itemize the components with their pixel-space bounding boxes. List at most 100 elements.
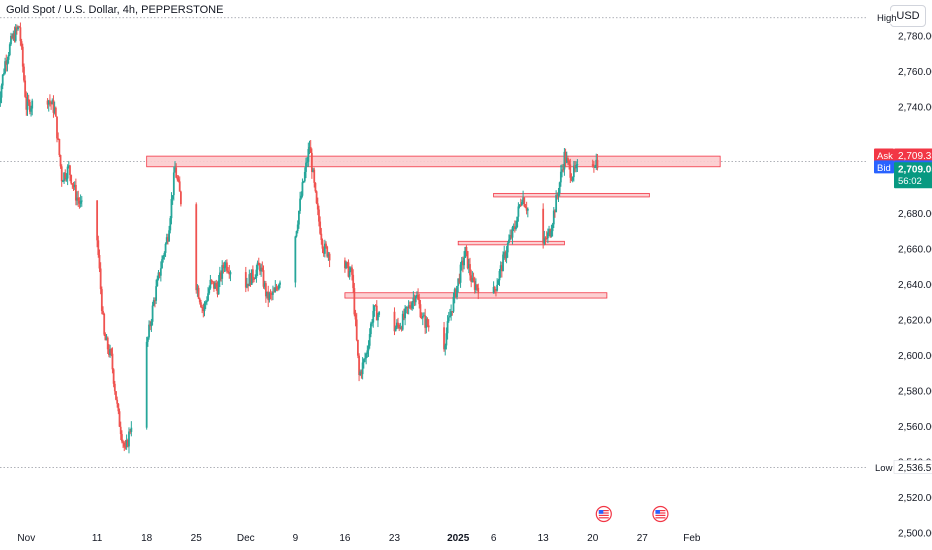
candle-body: [542, 208, 545, 244]
candle-body: [162, 256, 165, 260]
candle-body: [453, 289, 456, 297]
candle-body: [100, 289, 103, 311]
candle-body: [210, 279, 213, 282]
candle-body: [56, 116, 58, 139]
candle-body: [447, 317, 450, 322]
candle-body: [346, 262, 349, 264]
candle-body: [277, 284, 280, 290]
candle-body: [250, 269, 253, 285]
candle-body: [113, 383, 116, 392]
candle-body: [352, 274, 355, 289]
candle-body: [223, 267, 226, 269]
candle-body: [300, 195, 303, 199]
candle-body: [512, 226, 515, 228]
candle-body: [267, 291, 270, 301]
candle-body: [511, 227, 514, 238]
chart-title: Gold Spot / U.S. Dollar, 4h, PEPPERSTONE: [6, 4, 224, 16]
candle-body: [58, 139, 61, 156]
candle-body: [273, 291, 276, 293]
candle-body: [443, 327, 445, 350]
low-tag-bg: [893, 460, 932, 474]
y-tick-label: 2,680.00: [898, 209, 932, 220]
y-tick-label: 2,500.00: [898, 528, 932, 539]
candle-body: [261, 267, 264, 271]
x-tick-label: 27: [637, 533, 649, 544]
candle-body: [204, 302, 207, 304]
flag-stripe: [655, 517, 666, 519]
candle-body: [399, 327, 402, 329]
candle-body: [251, 269, 254, 279]
candle-body: [565, 158, 568, 163]
flag-stripe: [598, 517, 609, 519]
candle-body: [71, 183, 74, 185]
candle-body: [556, 194, 559, 196]
candle-body: [122, 441, 124, 443]
candle-body: [228, 271, 231, 275]
candle-body: [150, 321, 153, 327]
candle-body: [446, 321, 449, 334]
candle-body: [375, 305, 378, 321]
candle-body: [458, 278, 461, 283]
candle-body: [414, 296, 417, 303]
candle-body: [178, 181, 181, 192]
bid-label: Bid: [877, 163, 891, 174]
candle-body: [79, 200, 82, 204]
candle-body: [165, 237, 168, 244]
candle-body: [555, 194, 558, 213]
candle-body: [365, 353, 368, 359]
candle-body: [496, 284, 499, 291]
candle-body: [424, 315, 427, 328]
candle-body: [406, 306, 409, 308]
candle-body: [159, 268, 162, 276]
candle-body: [314, 182, 317, 192]
candle-body: [366, 350, 369, 354]
candle-body: [378, 311, 381, 315]
candle-body: [129, 431, 132, 433]
x-tick-label: Dec: [237, 533, 255, 544]
candle-body: [104, 334, 107, 341]
candle-body: [111, 353, 114, 370]
candle-body: [465, 246, 468, 252]
candle-body: [170, 198, 173, 219]
candle-body: [276, 288, 279, 290]
x-tick-label: Nov: [17, 533, 35, 544]
x-tick-label: Feb: [683, 533, 701, 544]
candle-body: [377, 314, 379, 321]
candle-body: [559, 171, 562, 183]
us-flag-event-icon[interactable]: [595, 505, 612, 523]
candle-body: [454, 289, 457, 298]
candle-body: [119, 426, 122, 435]
us-flag-event-icon[interactable]: [652, 505, 669, 523]
candle-body: [169, 218, 172, 231]
candle-body: [28, 101, 31, 112]
zone-2: [457, 240, 565, 246]
candle-body: [247, 283, 250, 287]
candle-body: [369, 323, 372, 335]
low-tag: 2,536.57: [898, 463, 932, 474]
candle-body: [229, 272, 232, 275]
candle-body: [497, 280, 500, 285]
candle-body: [408, 305, 411, 308]
y-tick-label: 2,560.00: [898, 422, 932, 433]
candle-body: [49, 100, 51, 103]
candle-body: [373, 305, 376, 311]
candle-body: [349, 267, 352, 271]
candle-body: [46, 100, 49, 105]
candle-body: [47, 100, 50, 105]
candle-body: [549, 229, 552, 237]
candle-body: [548, 229, 550, 233]
candle-body: [20, 41, 23, 47]
candle-body: [576, 164, 579, 166]
candle-body: [248, 274, 251, 287]
candle-body: [460, 260, 463, 265]
candle-body: [524, 206, 527, 208]
flag-stripe: [598, 512, 609, 514]
candle-body: [472, 277, 475, 281]
candle-body: [368, 334, 371, 346]
candle-body: [328, 253, 331, 261]
candle-body: [357, 339, 359, 356]
candle-body: [312, 169, 314, 172]
candle-body: [477, 287, 480, 294]
x-tick-label: 9: [293, 533, 299, 544]
